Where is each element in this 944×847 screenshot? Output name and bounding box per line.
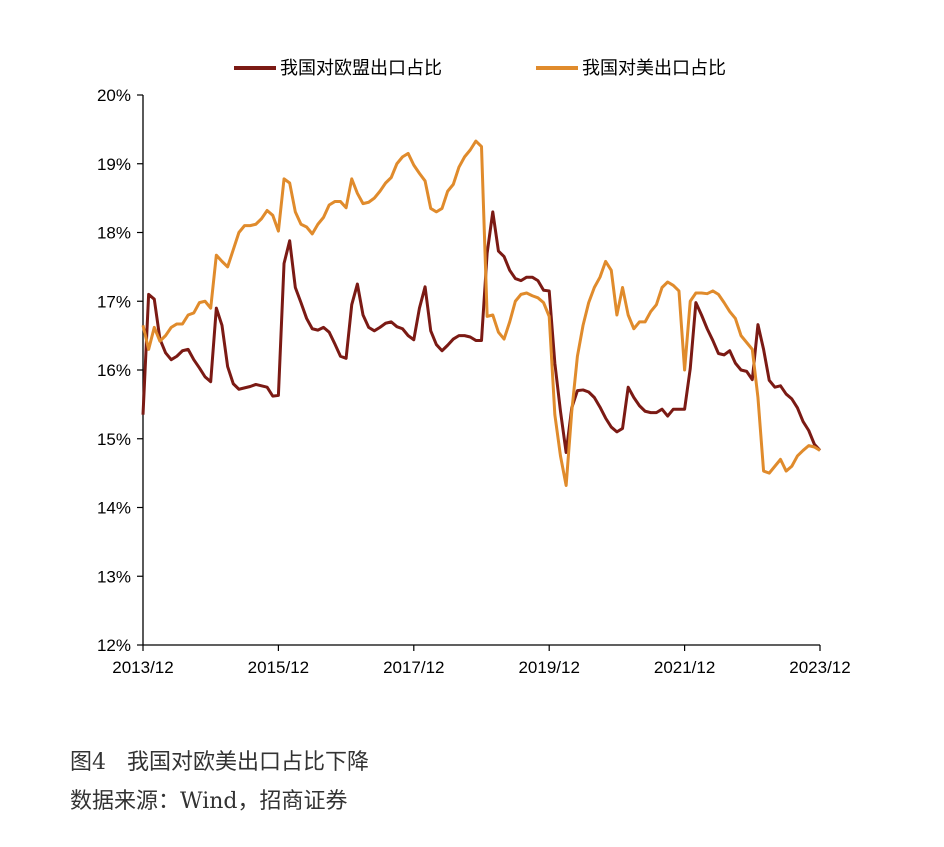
x-tick-label: 2015/12: [248, 658, 309, 677]
y-tick-label: 12%: [97, 636, 131, 655]
y-tick-label: 19%: [97, 155, 131, 174]
x-tick-label: 2023/12: [789, 658, 850, 677]
y-tick-label: 15%: [97, 430, 131, 449]
line-chart: 我国对欧盟出口占比 我国对美出口占比 12%13%14%15%16%17%18%1…: [97, 58, 851, 677]
plot-lines: [141, 139, 822, 487]
y-tick-label: 13%: [97, 567, 131, 586]
y-tick-label: 17%: [97, 292, 131, 311]
x-tick-label: 2017/12: [383, 658, 444, 677]
figure-caption: 图4 我国对欧美出口占比下降: [70, 750, 369, 775]
data-source-note: 数据来源：Wind，招商证券: [70, 789, 348, 814]
y-tick-label: 18%: [97, 224, 131, 243]
x-tick-label: 2021/12: [654, 658, 715, 677]
y-axis: 12% 13% 14% 15% 16% 17% 18% 19% 20%: [97, 86, 144, 655]
x-tick-label: 2013/12: [112, 658, 173, 677]
y-tick-label: 20%: [97, 86, 131, 105]
legend: 我国对欧盟出口占比 我国对美出口占比: [234, 58, 726, 78]
x-tick-label: 2019/12: [518, 658, 579, 677]
legend-label-1: 我国对美出口占比: [582, 58, 726, 78]
y-tick-label: 16%: [97, 361, 131, 380]
legend-label-0: 我国对欧盟出口占比: [280, 58, 442, 78]
x-axis: 2013/12 2015/12 2017/12 2019/12 2021/12 2023/…: [112, 644, 851, 677]
series-line-0: [141, 210, 822, 454]
y-tick-label: 14%: [97, 499, 131, 518]
series-line-1: [141, 139, 821, 487]
